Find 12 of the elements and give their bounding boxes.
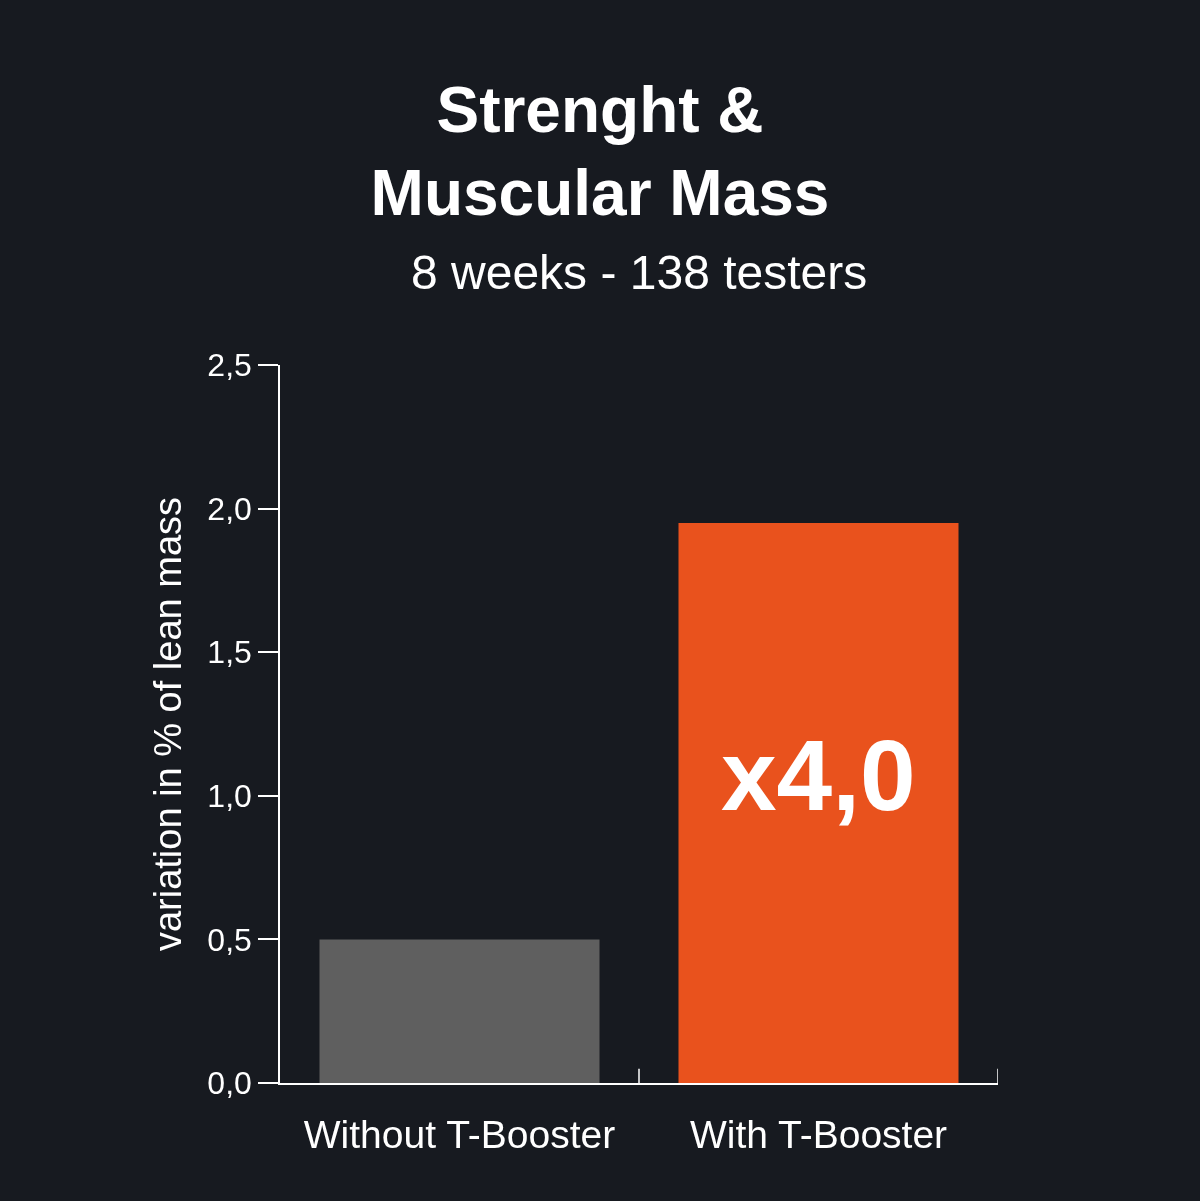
y-tick-label: 0,5 [207, 921, 252, 958]
y-tick-label: 1,5 [207, 634, 252, 671]
chart-title: Strenght & Muscular Mass [370, 74, 830, 230]
y-tick-label: 2,5 [207, 347, 252, 384]
chart-subtitle: 8 weeks - 138 testers [411, 246, 868, 299]
annotation: x4,0 [721, 719, 916, 831]
y-tick-label: 2,0 [207, 490, 252, 527]
y-axis-title: variation in % of lean mass [147, 496, 190, 952]
x-tick-label: With T-Booster [689, 1112, 948, 1156]
y-tick-label: 0,0 [207, 1065, 252, 1102]
y-tick-label: 1,0 [207, 778, 252, 814]
x-tick-label: Without T-Booster [303, 1112, 616, 1156]
